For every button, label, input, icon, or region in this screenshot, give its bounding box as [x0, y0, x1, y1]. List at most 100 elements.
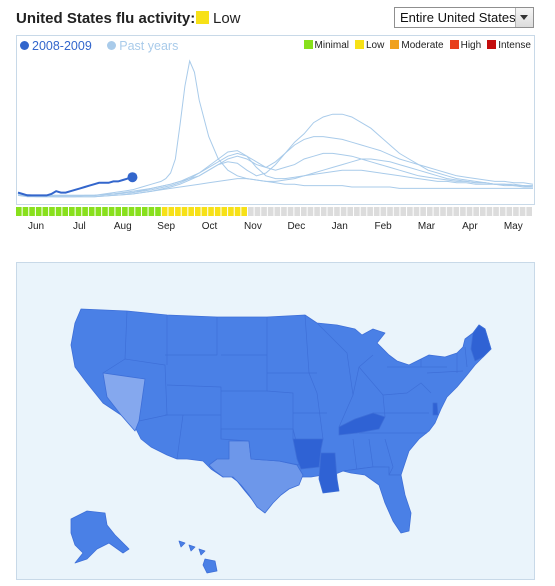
legend-current[interactable]: 2008-2009 — [20, 39, 95, 53]
month-tick-label: Apr — [462, 221, 478, 232]
activity-week-cell — [400, 207, 407, 216]
activity-week-cell — [446, 207, 453, 216]
activity-week-cell — [334, 207, 340, 216]
map-state-hawaii — [178, 540, 218, 574]
map-state-nevada — [102, 372, 146, 432]
flu-chart: 2008-2009 Past years Minimal Low Moderate H… — [16, 35, 535, 235]
activity-week-cell — [122, 207, 128, 216]
activity-week-cell — [261, 207, 267, 216]
activity-week-cell — [49, 207, 55, 216]
activity-week-cell — [241, 207, 247, 216]
activity-week-cell — [519, 207, 526, 216]
activity-week-cell — [88, 207, 95, 216]
activity-week-cell — [234, 207, 241, 216]
level-legend: Minimal Low Moderate High Intense — [298, 40, 531, 51]
level-legend-label: Moderate — [401, 40, 444, 51]
activity-week-cell — [135, 207, 141, 216]
level-legend-item: High — [449, 40, 481, 51]
activity-week-cell — [301, 207, 307, 216]
activity-week-cell — [380, 207, 387, 216]
legend-current-label: 2008-2009 — [32, 39, 92, 53]
activity-week-cell — [413, 207, 420, 216]
activity-week-cell — [287, 207, 294, 216]
activity-week-cell — [62, 207, 69, 216]
activity-week-cell — [148, 207, 155, 216]
activity-week-cell — [340, 207, 347, 216]
activity-week-cell — [75, 207, 82, 216]
series-line-past-6 — [17, 158, 534, 198]
activity-week-cell — [22, 207, 29, 216]
activity-level-label: Low — [213, 10, 241, 27]
legend-past-dot — [107, 41, 117, 50]
map-contiguous-us — [70, 308, 492, 510]
activity-week-cell — [281, 207, 287, 216]
activity-week-cell — [108, 207, 115, 216]
activity-week-cell — [214, 207, 221, 216]
level-legend-swatch — [487, 40, 497, 49]
activity-week-cell — [440, 207, 446, 216]
activity-week-cell — [274, 207, 281, 216]
level-legend-item: Intense — [487, 40, 531, 51]
month-tick-label: Mar — [417, 221, 436, 232]
activity-week-cell — [314, 207, 320, 216]
activity-week-cell — [407, 207, 413, 216]
activity-week-cell — [387, 207, 393, 216]
series-legend: 2008-2009 Past years — [20, 39, 184, 53]
activity-week-cell — [466, 207, 473, 216]
level-legend-item: Low — [355, 40, 384, 51]
activity-week-cell — [188, 207, 194, 216]
activity-week-cell — [433, 207, 440, 216]
activity-week-cell — [141, 207, 148, 216]
month-tick-label: Nov — [244, 221, 262, 232]
month-tick-label: Aug — [113, 221, 132, 232]
map-state-florida — [342, 466, 412, 534]
activity-week-cell — [307, 207, 314, 216]
level-legend-item: Moderate — [390, 40, 444, 51]
month-axis: Jun Jul Aug Sep Oct Nov Dec Jan Feb Mar Apr May — [16, 221, 535, 235]
level-legend-swatch — [303, 40, 313, 49]
current-week-marker[interactable] — [127, 172, 138, 183]
region-select[interactable]: Entire United States — [394, 7, 534, 28]
month-tick-label: Oct — [201, 221, 218, 232]
activity-week-cell — [221, 207, 228, 216]
activity-week-cell — [35, 207, 42, 216]
legend-past[interactable]: Past years — [107, 39, 181, 53]
map-state-delaware — [432, 402, 439, 416]
legend-past-label: Past years — [119, 39, 179, 53]
header: United States flu activity: Low Entire U… — [0, 0, 555, 34]
level-legend-label: Minimal — [314, 40, 349, 51]
page-title: United States flu activity: — [16, 10, 196, 27]
activity-week-cell — [168, 207, 175, 216]
legend-current-dot — [20, 41, 29, 50]
month-tick-label: Jun — [27, 221, 45, 232]
activity-week-cell — [194, 207, 201, 216]
level-legend-item: Minimal — [303, 40, 349, 51]
activity-week-cell — [327, 207, 334, 216]
chevron-down-icon[interactable] — [515, 8, 533, 27]
activity-week-cell — [473, 207, 479, 216]
chart-plot — [16, 59, 534, 216]
us-map[interactable] — [16, 262, 535, 580]
series-line-past-4 — [17, 152, 533, 196]
activity-week-cell — [354, 207, 360, 216]
activity-week-cell — [420, 207, 426, 216]
series-line-past-3 — [18, 136, 534, 198]
activity-week-cell — [526, 207, 532, 216]
activity-week-cell — [247, 207, 254, 216]
month-tick-label: Jul — [72, 221, 86, 232]
activity-week-cell — [267, 207, 274, 216]
activity-week-cell — [161, 207, 168, 216]
map-state-alaska — [70, 510, 130, 564]
activity-week-cell — [208, 207, 214, 216]
activity-week-cell — [29, 207, 35, 216]
activity-week-cell — [228, 207, 234, 216]
activity-week-cell — [479, 207, 486, 216]
activity-week-cell — [393, 207, 400, 216]
activity-week-cell — [367, 207, 373, 216]
series-line-current — [17, 176, 133, 197]
activity-week-cell — [82, 207, 88, 216]
activity-week-cell — [55, 207, 62, 216]
series-line-past-5 — [18, 150, 533, 196]
activity-week-cell — [513, 207, 519, 216]
us-map-svg — [70, 308, 492, 574]
